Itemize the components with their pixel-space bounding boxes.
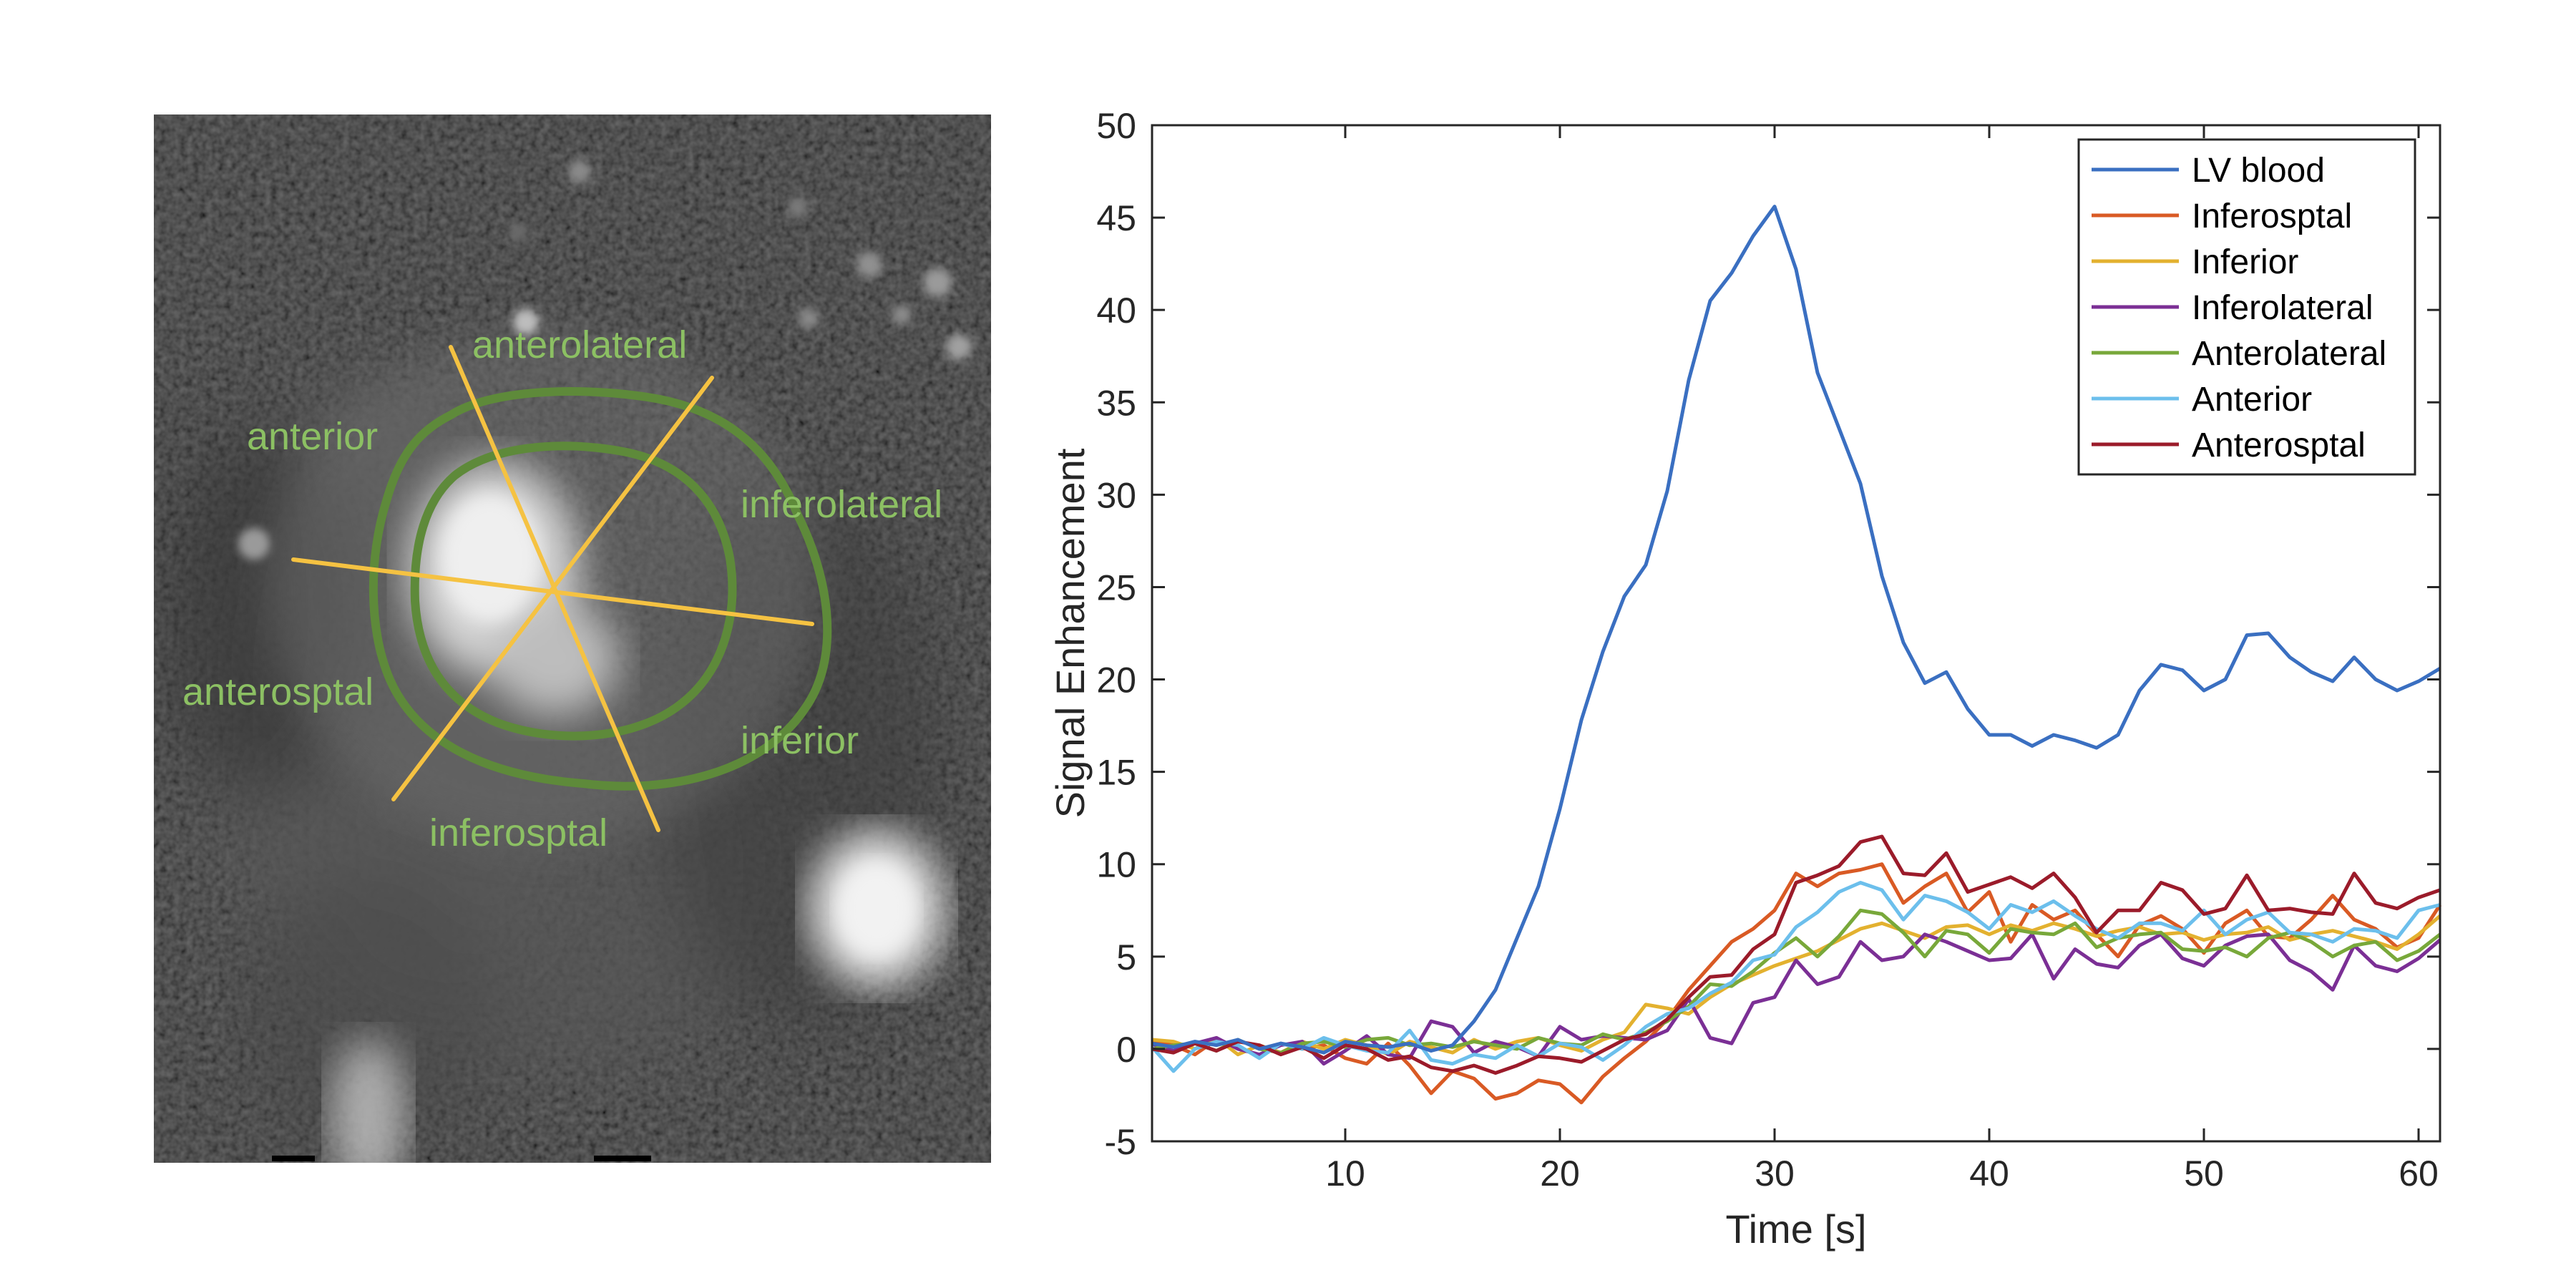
label-inferolateral: inferolateral [741, 483, 942, 526]
y-axis-label: Signal Enhancement [1048, 448, 1093, 818]
legend-label: Anterior [2192, 381, 2312, 419]
y-tick-label: 35 [1096, 383, 1136, 423]
series-layer [1151, 205, 2442, 1105]
x-tick-label: 50 [2184, 1153, 2224, 1194]
series-line-anterolateral [1151, 908, 2441, 1055]
x-tick-label: 30 [1755, 1153, 1795, 1194]
y-tick-label: 5 [1116, 937, 1136, 977]
blood-pool-highlight [440, 494, 540, 623]
x-axis-label: Time [s] [1725, 1206, 1866, 1252]
scale-marker [594, 1156, 651, 1161]
y-tick-label: 0 [1116, 1030, 1136, 1070]
x-tick-label: 40 [1969, 1153, 2009, 1194]
label-inferior: inferior [741, 719, 859, 762]
signal-enhancement-chart: 10 20 30 40 50 60 -5 0 5 10 15 20 25 30 35 40 45 50 Time … [1002, 72, 2469, 1274]
y-tick-label: 45 [1096, 198, 1136, 238]
label-inferosptal: inferosptal [429, 811, 608, 854]
chart-svg: 10 20 30 40 50 60 -5 0 5 10 15 20 25 30 35 40 45 50 Time … [1048, 106, 2442, 1252]
y-tick-label: 20 [1096, 660, 1136, 701]
legend-label: Anterosptal [2192, 426, 2366, 464]
x-tick-label: 60 [2399, 1153, 2439, 1194]
series-line-lv-blood [1151, 205, 2441, 1055]
label-anterosptal: anterosptal [182, 670, 374, 713]
y-tick-label: 30 [1096, 475, 1136, 515]
label-anterior: anterior [247, 415, 378, 458]
tick-layer: 10 20 30 40 50 60 -5 0 5 10 15 20 25 30 35 40 45 50 [1096, 106, 2440, 1194]
y-tick-label: 10 [1096, 845, 1136, 885]
y-tick-label: 40 [1096, 291, 1136, 331]
y-tick-label: 15 [1096, 753, 1136, 793]
legend-label: Anterolateral [2192, 335, 2386, 373]
axes-box [1151, 124, 2441, 1143]
series-line-inferolateral [1151, 932, 2441, 1066]
endocardial-contour [410, 441, 737, 741]
segment-lines [291, 345, 814, 832]
y-tick-label: 50 [1096, 106, 1136, 146]
label-anterolateral: anterolateral [472, 323, 687, 366]
series-line-anterosptal [1151, 834, 2441, 1075]
series-line-inferosptal [1151, 862, 2442, 1105]
bright-spots [238, 160, 972, 560]
x-tick-label: 10 [1325, 1153, 1365, 1194]
mri-image: anterolateral anterior inferolateral ant… [154, 114, 991, 1195]
x-tick-label: 20 [1540, 1153, 1580, 1194]
y-tick-label: -5 [1105, 1122, 1136, 1162]
mri-short-axis-panel: anterolateral anterior inferolateral ant… [154, 114, 991, 1195]
legend-label: Inferosptal [2192, 197, 2352, 235]
legend-label: Inferior [2192, 243, 2298, 281]
epicardial-contour [369, 387, 832, 791]
y-tick-label: 25 [1096, 567, 1136, 608]
legend: LV blood Inferosptal Inferior Inferolateral… [2077, 138, 2416, 476]
scale-marker [272, 1156, 315, 1161]
legend-label: LV blood [2192, 152, 2325, 190]
legend-label: Inferolateral [2192, 289, 2373, 327]
